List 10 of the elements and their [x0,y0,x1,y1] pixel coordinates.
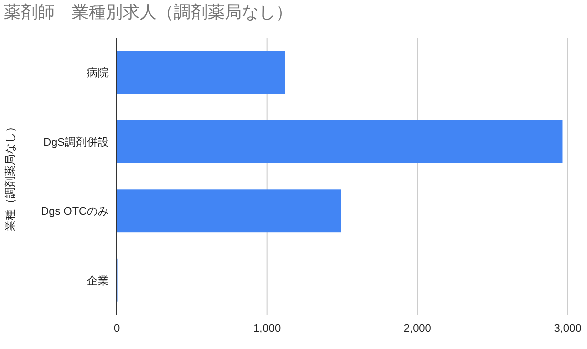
x-tick-label: 3,000 [554,323,582,335]
x-tick-label: 2,000 [404,323,432,335]
x-tick-label: 0 [114,323,120,335]
y-tick-label: DgS調剤併設 [44,136,109,149]
y-tick-label: Dgs OTCのみ [41,206,109,218]
y-tick-label: 病院 [87,66,109,80]
y-axis-title: 業種（調剤薬局なし） [4,122,17,232]
y-tick-label: 企業 [87,275,109,288]
x-tick-label: 1,000 [254,323,282,335]
chart-title: 薬剤師 業種別求人（調剤薬局なし） [4,3,293,22]
